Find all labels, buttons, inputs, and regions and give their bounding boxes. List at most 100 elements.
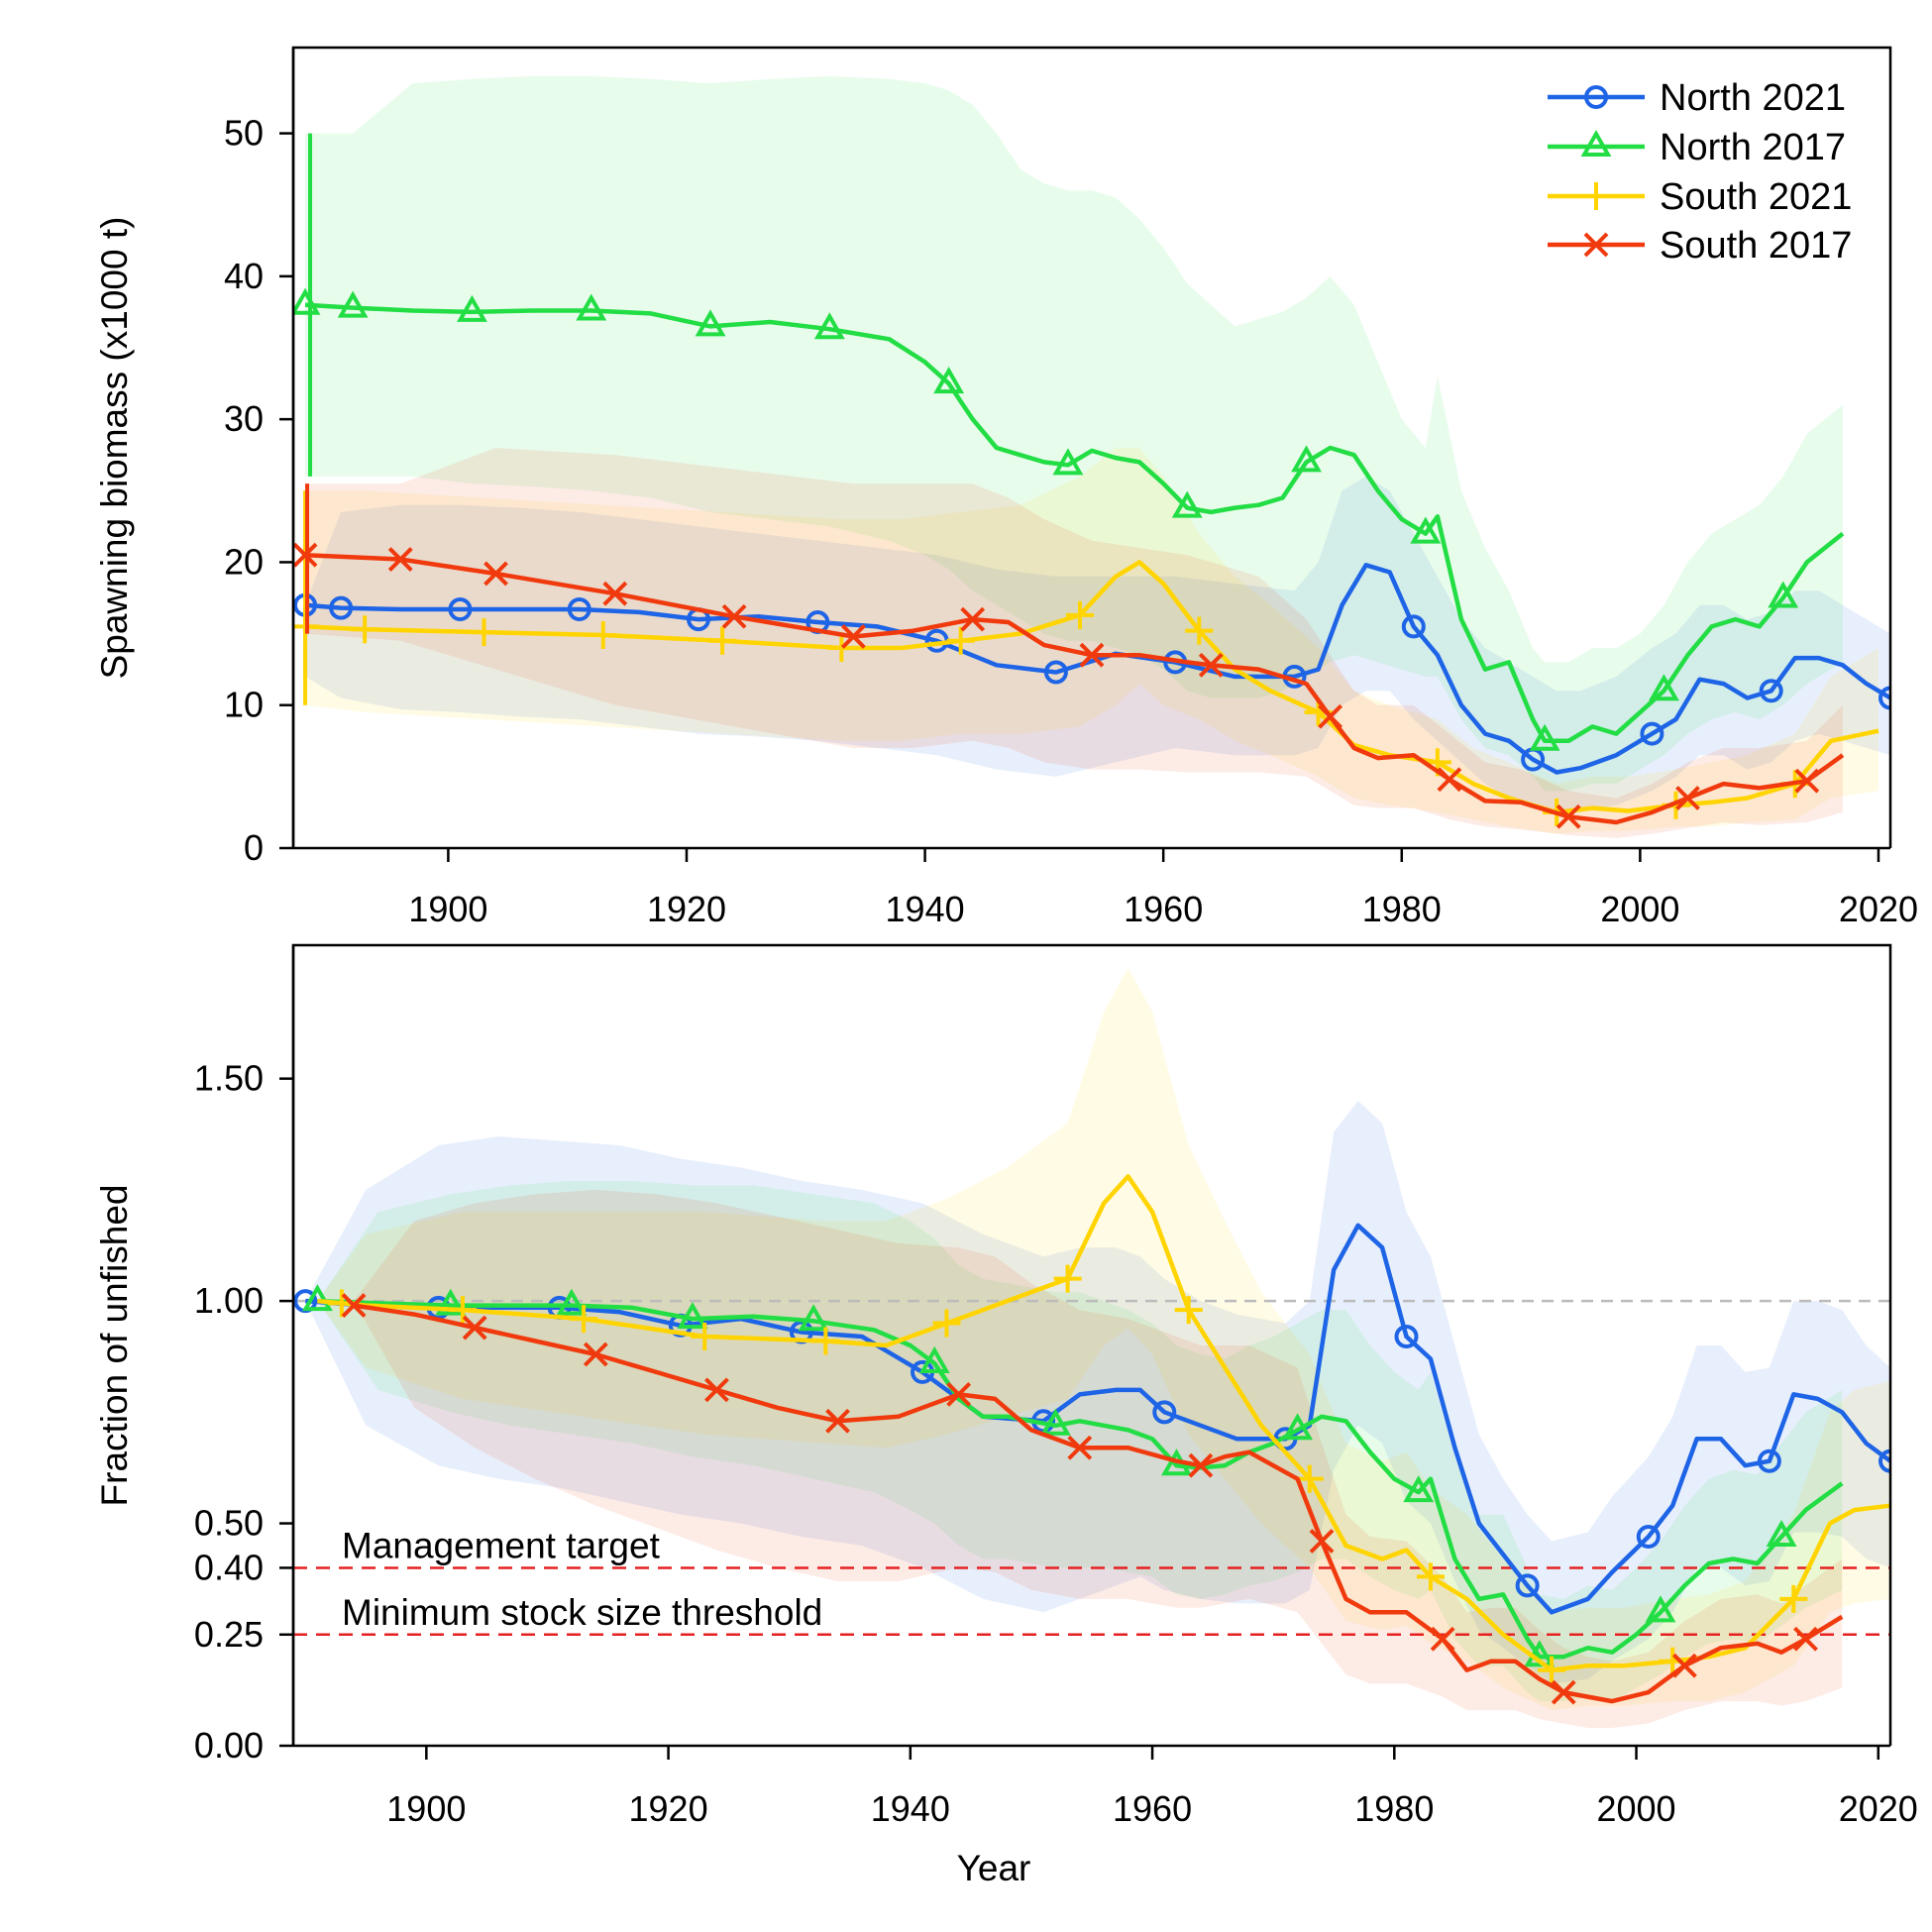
- top-ci-band-0: [305, 476, 1890, 812]
- top-series-0-marker-2: [448, 597, 473, 622]
- top-series-0-marker-12: [1640, 721, 1664, 746]
- legend-marker-0: [1584, 85, 1608, 109]
- legend-entry-2: South 2021: [1548, 176, 1852, 218]
- bottom-y-tick-label-4: 1.00: [194, 1280, 264, 1321]
- bottom-series-3-marker-2: [583, 1342, 608, 1367]
- top-x-tick-label-0: 1900: [408, 889, 487, 929]
- top-series-1-marker-7: [1052, 448, 1084, 476]
- top-x-tick-label-3: 1960: [1124, 889, 1203, 929]
- legend: North 2021 North 2017 South 2021 South 2017: [1548, 77, 1852, 267]
- bottom-series-3-marker-7: [1188, 1452, 1214, 1478]
- top-series-1-marker-5: [813, 312, 845, 340]
- bottom-x-tick-label-1: 1920: [629, 1788, 708, 1829]
- top-series-line-1: [304, 302, 1845, 744]
- top-series-3-marker-3: [602, 581, 628, 606]
- legend-marker-3: [1583, 232, 1609, 258]
- top-series-3-marker-5: [840, 624, 866, 649]
- bottom-series-1-marker-12: [1766, 1519, 1797, 1548]
- bottom-x-tick-label-6: 2020: [1839, 1788, 1918, 1829]
- bottom-ci-band-3: [354, 1189, 1843, 1728]
- legend-entry-1: North 2017: [1548, 127, 1846, 168]
- bottom-y-tick-label-5: 1.50: [194, 1058, 264, 1099]
- bottom-x-tick-label-3: 1960: [1113, 1788, 1192, 1829]
- top-series-3-marker-12: [1675, 786, 1700, 810]
- bottom-y-tick-label-1: 0.25: [194, 1614, 264, 1655]
- bottom-series-line-3: [353, 1303, 1844, 1704]
- bottom-series-1-marker-9: [1403, 1475, 1435, 1503]
- bottom-series-2-marker-2: [570, 1305, 598, 1334]
- top-y-tick-label-1: 10: [224, 685, 264, 725]
- bottom-series-3-marker-9: [1430, 1626, 1455, 1652]
- top-series-0-marker-3: [567, 597, 591, 622]
- top-series-2-marker-2: [470, 618, 498, 647]
- bottom-x-tick-label-2: 1940: [871, 1788, 950, 1829]
- top-series-3-marker-1: [387, 547, 413, 572]
- top-series-0-marker-13: [1759, 679, 1783, 703]
- top-series-1-marker-4: [695, 309, 726, 337]
- top-series-3-marker-7: [1079, 642, 1105, 668]
- bottom-series-3-marker-12: [1793, 1626, 1818, 1652]
- bottom-plot-area: [293, 967, 1890, 1728]
- top-x-tick-label-2: 1940: [886, 889, 965, 929]
- bottom-series-3-marker-1: [462, 1315, 487, 1341]
- bottom-series-2-marker-9: [1416, 1562, 1445, 1591]
- bottom-series-1-marker-11: [1645, 1595, 1676, 1623]
- bottom-series-3-marker-10: [1551, 1679, 1576, 1705]
- bottom-series-2-marker-1: [448, 1296, 477, 1325]
- top-ci-band-2: [305, 448, 1878, 834]
- bottom-series-2-marker-12: [1779, 1584, 1808, 1613]
- bottom-series-2-marker-5: [932, 1309, 961, 1338]
- top-x-tick-label-5: 2000: [1600, 889, 1679, 929]
- bottom-series-3-marker-11: [1671, 1653, 1697, 1678]
- top-series-3-marker-13: [1794, 768, 1820, 794]
- top-series-3-marker-9: [1318, 703, 1343, 729]
- top-series-3-marker-6: [960, 606, 986, 632]
- bottom-series-1-marker-6: [1039, 1408, 1071, 1436]
- top-series-1-marker-2: [457, 294, 487, 322]
- legend-entry-0: North 2021: [1548, 77, 1846, 119]
- top-series-1-marker-13: [1768, 581, 1799, 608]
- bottom-x-tick-label-0: 1900: [386, 1788, 466, 1829]
- bottom-series-1-marker-5: [918, 1345, 950, 1373]
- top-series-1-marker-10: [1410, 516, 1442, 544]
- bottom-series-1-marker-3: [677, 1302, 708, 1330]
- legend-marker-1: [1580, 129, 1612, 157]
- bottom-series-2-marker-8: [1295, 1464, 1324, 1493]
- top-y-tick-label-0: 0: [244, 827, 264, 868]
- legend-label-2: South 2021: [1660, 176, 1852, 218]
- bottom-series-2-marker-6: [1053, 1264, 1082, 1293]
- bottom-y-tick-label-0: 0.00: [194, 1725, 264, 1766]
- legend-label-0: North 2021: [1660, 77, 1846, 119]
- top-y-tick-label-4: 40: [224, 256, 264, 296]
- top-series-1-marker-8: [1171, 490, 1203, 518]
- top-series-3-marker-2: [483, 561, 508, 587]
- top-y-tick-label-3: 30: [224, 398, 264, 439]
- bottom-series-1-marker-0: [301, 1284, 333, 1312]
- bottom-series-0-marker-11: [1636, 1525, 1661, 1550]
- bottom-series-0-marker-9: [1394, 1325, 1419, 1349]
- top-y-tick-label-5: 50: [224, 113, 264, 154]
- top-series-0-marker-14: [1878, 686, 1890, 710]
- top-x-tick-label-6: 2020: [1839, 889, 1918, 929]
- bottom-series-3-marker-3: [704, 1377, 729, 1403]
- bottom-series-2-marker-3: [691, 1323, 719, 1351]
- bottom-ci-band-2: [317, 967, 1890, 1711]
- bottom-series-1-marker-2: [556, 1288, 588, 1316]
- bottom-series-3-marker-8: [1309, 1529, 1335, 1554]
- bottom-series-3-marker-0: [341, 1293, 367, 1319]
- top-plot-area: [293, 75, 1890, 838]
- bottom-x-tick-label-5: 2000: [1596, 1788, 1675, 1829]
- bottom-panel-fraction-unfished: Management target Minimum stock size thre…: [94, 943, 1918, 1888]
- top-series-2-marker-5: [827, 634, 856, 662]
- top-series-2-marker-4: [708, 626, 737, 655]
- top-series-2-marker-8: [1185, 616, 1214, 645]
- bottom-y-tick-label-2: 0.40: [194, 1547, 264, 1587]
- top-series-1-marker-1: [337, 290, 369, 318]
- top-x-tick-label-4: 1980: [1362, 889, 1442, 929]
- top-series-3-marker-8: [1198, 652, 1224, 678]
- bottom-series-1-marker-8: [1282, 1413, 1314, 1441]
- top-series-1-marker-12: [1648, 674, 1679, 701]
- bottom-series-2-marker-7: [1174, 1296, 1203, 1325]
- bottom-series-0-marker-7: [1152, 1400, 1177, 1425]
